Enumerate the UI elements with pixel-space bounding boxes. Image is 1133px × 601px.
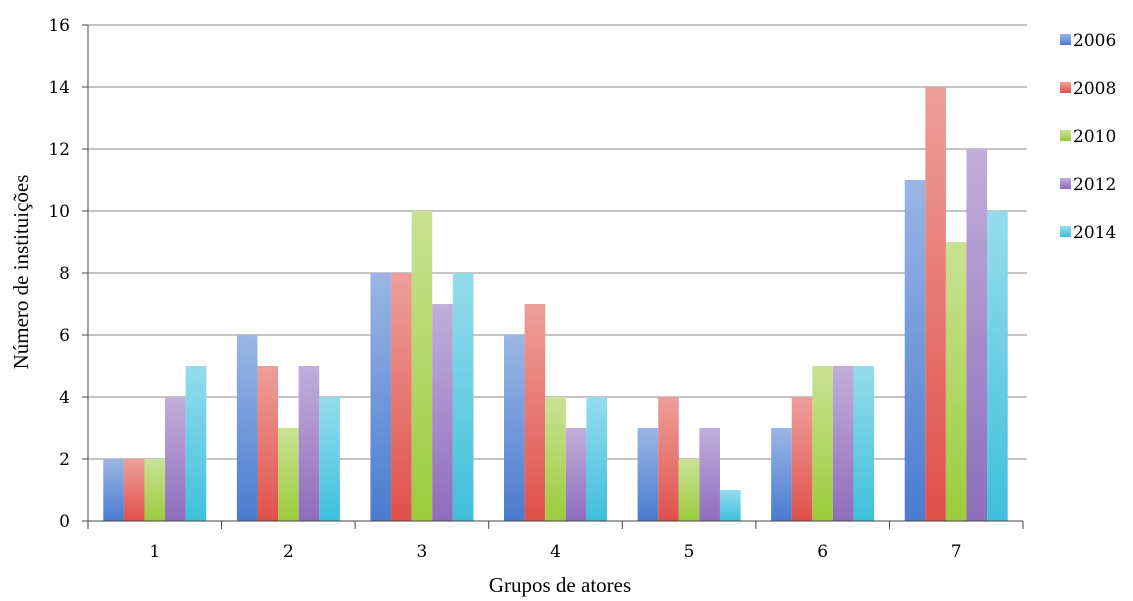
y-axis-title: Número de instituições — [9, 175, 33, 370]
bar-2010-cat-7 — [945, 242, 967, 521]
bar-2008-cat-3 — [391, 273, 412, 521]
bar-2014-cat-3 — [452, 273, 474, 521]
bar-2012-cat-3 — [432, 304, 453, 521]
gridlines — [88, 24, 1027, 460]
bar-2008-cat-7 — [925, 87, 946, 521]
bar-2014-cat-7 — [987, 211, 1008, 521]
legend-label-2014: 2014 — [1073, 223, 1116, 243]
bar-2014-cat-5 — [719, 490, 741, 521]
y-tick-label: 6 — [59, 326, 70, 346]
bar-2012-cat-4 — [565, 428, 587, 521]
legend-label-2010: 2010 — [1073, 127, 1116, 147]
bar-2010-cat-1 — [144, 459, 166, 521]
bar-2006-cat-2 — [236, 335, 258, 521]
legend-label-2012: 2012 — [1073, 175, 1116, 195]
bars — [103, 87, 1008, 521]
bar-2006-cat-1 — [103, 459, 124, 521]
x-tick-label: 2 — [283, 542, 294, 562]
y-tick-label: 4 — [59, 388, 70, 408]
bar-2006-cat-7 — [904, 180, 926, 521]
x-tick-label: 1 — [149, 542, 160, 562]
bar-2012-cat-1 — [165, 397, 186, 521]
bar-2010-cat-4 — [545, 397, 566, 521]
bar-2008-cat-1 — [123, 459, 145, 521]
bar-2012-cat-2 — [298, 366, 320, 521]
x-tick-label: 7 — [951, 542, 962, 562]
bar-2012-cat-5 — [699, 428, 720, 521]
x-tick-label: 5 — [684, 542, 695, 562]
y-tick-label: 0 — [59, 512, 70, 532]
bar-2012-cat-7 — [966, 149, 988, 521]
y-tick-labels: 0 2 4 6 8 10 12 14 16 — [48, 16, 70, 532]
bar-2008-cat-2 — [257, 366, 279, 521]
y-tick-label: 14 — [48, 78, 70, 98]
bar-2014-cat-1 — [185, 366, 207, 521]
x-tick-label: 3 — [417, 542, 428, 562]
legend: 2006 2008 2010 2012 2014 — [1060, 31, 1116, 243]
y-tick-label: 16 — [48, 16, 70, 36]
bar-2014-cat-4 — [586, 397, 607, 521]
bar-2014-cat-2 — [319, 397, 340, 521]
bar-2008-cat-5 — [658, 397, 679, 521]
bar-2006-cat-5 — [637, 428, 659, 521]
y-tick-label: 12 — [48, 140, 70, 160]
bar-2012-cat-6 — [832, 366, 854, 521]
bar-2008-cat-4 — [524, 304, 546, 521]
bar-2010-cat-3 — [411, 211, 433, 521]
x-tick-label: 4 — [550, 542, 561, 562]
x-tick-labels: 1 2 3 4 5 6 7 — [149, 542, 961, 562]
x-axis-title: Grupos de atores — [489, 573, 631, 597]
y-tick-label: 8 — [59, 264, 70, 284]
legend-swatch-2014 — [1060, 226, 1071, 237]
bar-2014-cat-6 — [853, 366, 875, 521]
legend-label-2006: 2006 — [1073, 31, 1116, 51]
legend-label-2008: 2008 — [1073, 79, 1116, 99]
bar-2010-cat-6 — [812, 366, 833, 521]
legend-swatch-2010 — [1060, 130, 1071, 141]
y-tick-label: 2 — [59, 450, 70, 470]
legend-swatch-2006 — [1060, 34, 1071, 45]
bar-2010-cat-5 — [678, 459, 700, 521]
x-tick-label: 6 — [817, 542, 828, 562]
bar-2006-cat-6 — [771, 428, 792, 521]
bar-2008-cat-6 — [791, 397, 813, 521]
bar-2010-cat-2 — [278, 428, 299, 521]
bar-2006-cat-4 — [504, 335, 525, 521]
legend-swatch-2012 — [1060, 178, 1071, 189]
y-tick-label: 10 — [48, 202, 70, 222]
legend-swatch-2008 — [1060, 82, 1071, 93]
bar-2006-cat-3 — [370, 273, 392, 521]
axes — [82, 24, 1024, 529]
